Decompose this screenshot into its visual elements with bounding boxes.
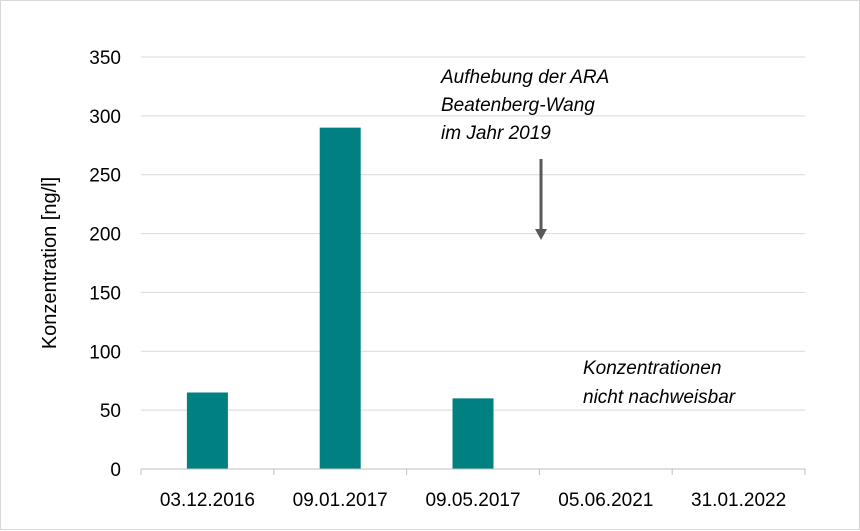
y-tick-label: 350 [89, 48, 121, 69]
arrow-annotation-line-1: Aufhebung der ARA [440, 67, 609, 88]
arrow-annotation: Aufhebung der ARA Beatenberg-Wang im Jah… [440, 67, 609, 240]
y-tick-label: 200 [89, 225, 121, 246]
not-detected-annotation: Konzentrationen nicht nachweisbar [583, 358, 736, 408]
y-tick-label: 0 [110, 460, 121, 481]
arrow-annotation-line-3: im Jahr 2019 [441, 123, 551, 144]
bar [186, 392, 228, 469]
y-tick-label: 250 [89, 166, 121, 187]
annotation-arrow-head [535, 229, 547, 240]
not-detected-line-2: nicht nachweisbar [583, 387, 736, 408]
x-tick-label: 09.05.2017 [425, 490, 520, 511]
arrow-annotation-line-2: Beatenberg-Wang [441, 95, 595, 116]
x-tick-label: 03.12.2016 [160, 490, 255, 511]
x-tick-label: 09.01.2017 [293, 490, 388, 511]
y-tick-label: 300 [89, 107, 121, 128]
x-tick-marks [140, 469, 806, 475]
x-tick-label: 31.01.2022 [691, 490, 786, 511]
y-tick-label: 100 [89, 342, 121, 363]
y-tick-labels: 0 50 100 150 200 250 300 350 [89, 48, 121, 481]
bars [186, 127, 494, 469]
x-tick-labels: 03.12.2016 09.01.2017 09.05.2017 05.06.2021… [160, 490, 786, 511]
y-tick-label: 50 [100, 401, 121, 422]
bar [452, 398, 494, 469]
not-detected-line-1: Konzentrationen [583, 358, 721, 379]
y-tick-label: 150 [89, 283, 121, 304]
bar [319, 127, 361, 469]
gridlines [141, 56, 805, 411]
y-axis-title: Konzentration [ng/l] [39, 177, 61, 349]
x-tick-label: 05.06.2021 [558, 490, 653, 511]
